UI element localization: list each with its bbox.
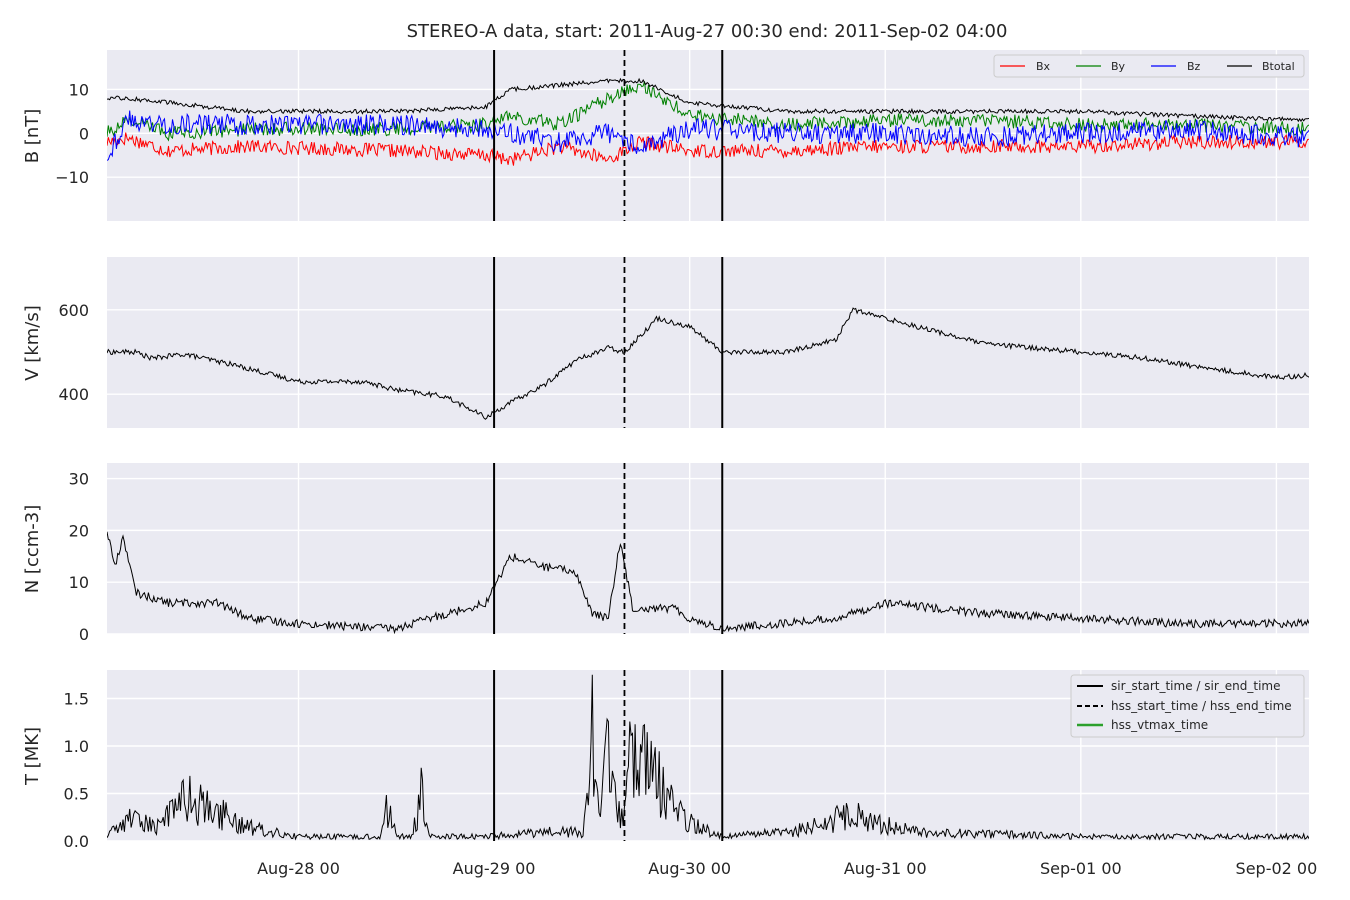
- x-tick-label: Sep-01 00: [1040, 859, 1122, 878]
- panel-t-y-ticks: 0.0 0.5 1.0 1.5: [64, 690, 89, 852]
- panel-t-event-lines: [493, 670, 724, 841]
- x-tick-label: Aug-29 00: [453, 859, 536, 878]
- series-line-v: [107, 307, 1309, 420]
- panel-v-y-tick-label: 400: [58, 385, 89, 404]
- x-tick-label: Aug-31 00: [844, 859, 927, 878]
- panel-n-y-ticks: 0 10 20 30: [69, 470, 89, 644]
- figure-title: STEREO-A data, start: 2011-Aug-27 00:30 …: [407, 21, 1008, 42]
- panel-b-y-ticks: −10 0 10: [55, 80, 89, 187]
- legend-btotal-label: Btotal: [1262, 60, 1295, 73]
- panel-n-y-tick-label: 10: [69, 573, 89, 592]
- x-tick-label: Aug-28 00: [257, 859, 340, 878]
- panel-b-y-tick-label: 0: [79, 124, 89, 143]
- panel-n-event-lines: [493, 463, 724, 634]
- panel-t-grid: [107, 670, 1309, 842]
- series-line-b-bx: [107, 132, 1309, 166]
- panel-b-grid: [107, 50, 1309, 221]
- series-line-t: [107, 674, 1309, 841]
- panel-v-event-lines: [493, 257, 724, 428]
- panel-t-legend: sir_start_time / sir_end_time hss_start_…: [1070, 674, 1305, 738]
- panel-n-y-tick-label: 0: [79, 625, 89, 644]
- panel-n-y-tick-label: 30: [69, 470, 89, 489]
- panel-n-grid: [107, 463, 1309, 635]
- panel-n-y-label: N [ccm-3]: [22, 505, 43, 594]
- panel-v-series: [107, 307, 1309, 420]
- panel-n-background: [107, 463, 1309, 634]
- panel-v-y-ticks: 400 600: [58, 301, 89, 404]
- panel-b-y-tick-label: −10: [55, 168, 89, 187]
- panel-b-legend-box: [993, 54, 1305, 78]
- legend-sir-label: sir_start_time / sir_end_time: [1111, 679, 1281, 693]
- panel-t-y-label: T [MK]: [22, 727, 43, 786]
- panel-b-event-lines: [493, 50, 724, 221]
- legend-by-label: By: [1111, 60, 1126, 73]
- series-line-n: [107, 531, 1309, 634]
- panel-t-y-tick-label: 1.5: [64, 690, 89, 709]
- series-line-b-btotal: [107, 77, 1309, 123]
- legend-bx-label: Bx: [1036, 60, 1051, 73]
- panel-t-series: [107, 674, 1309, 841]
- series-line-b-bz: [107, 110, 1309, 161]
- x-tick-label: Aug-30 00: [648, 859, 731, 878]
- panel-b-y-tick-label: 10: [69, 80, 89, 99]
- series-line-b-by: [107, 81, 1309, 142]
- x-axis-tick-labels: Aug-28 00 Aug-29 00 Aug-30 00 Aug-31 00 Sep-…: [257, 859, 1317, 878]
- panel-v-y-label: V [km/s]: [22, 305, 43, 380]
- legend-bz-label: Bz: [1187, 60, 1201, 73]
- panel-t-legend-box: [1070, 674, 1305, 738]
- x-tick-label: Sep-02 00: [1236, 859, 1318, 878]
- panel-b-y-label: B [nT]: [22, 109, 43, 164]
- legend-vtmax-label: hss_vtmax_time: [1111, 718, 1208, 732]
- panel-n-y-tick-label: 20: [69, 521, 89, 540]
- panel-b-field: −10 0 10 B [nT] Bx By Bz Btotal: [22, 50, 1309, 221]
- panel-t-y-tick-label: 0.5: [64, 785, 89, 804]
- panel-b-legend: Bx By Bz Btotal: [993, 54, 1305, 78]
- panel-n-series: [107, 531, 1309, 634]
- panel-v-y-tick-label: 600: [58, 301, 89, 320]
- panel-t-y-tick-label: 0.0: [64, 832, 89, 851]
- legend-hss-label: hss_start_time / hss_end_time: [1111, 699, 1292, 713]
- panel-density: 0 10 20 30 N [ccm-3]: [22, 463, 1309, 644]
- panel-t-y-tick-label: 1.0: [64, 737, 89, 756]
- panel-b-series: [107, 77, 1309, 166]
- panel-temperature: 0.0 0.5 1.0 1.5 T [MK] sir_start_time / sir…: [22, 670, 1309, 851]
- panel-velocity: 400 600 V [km/s]: [22, 257, 1309, 428]
